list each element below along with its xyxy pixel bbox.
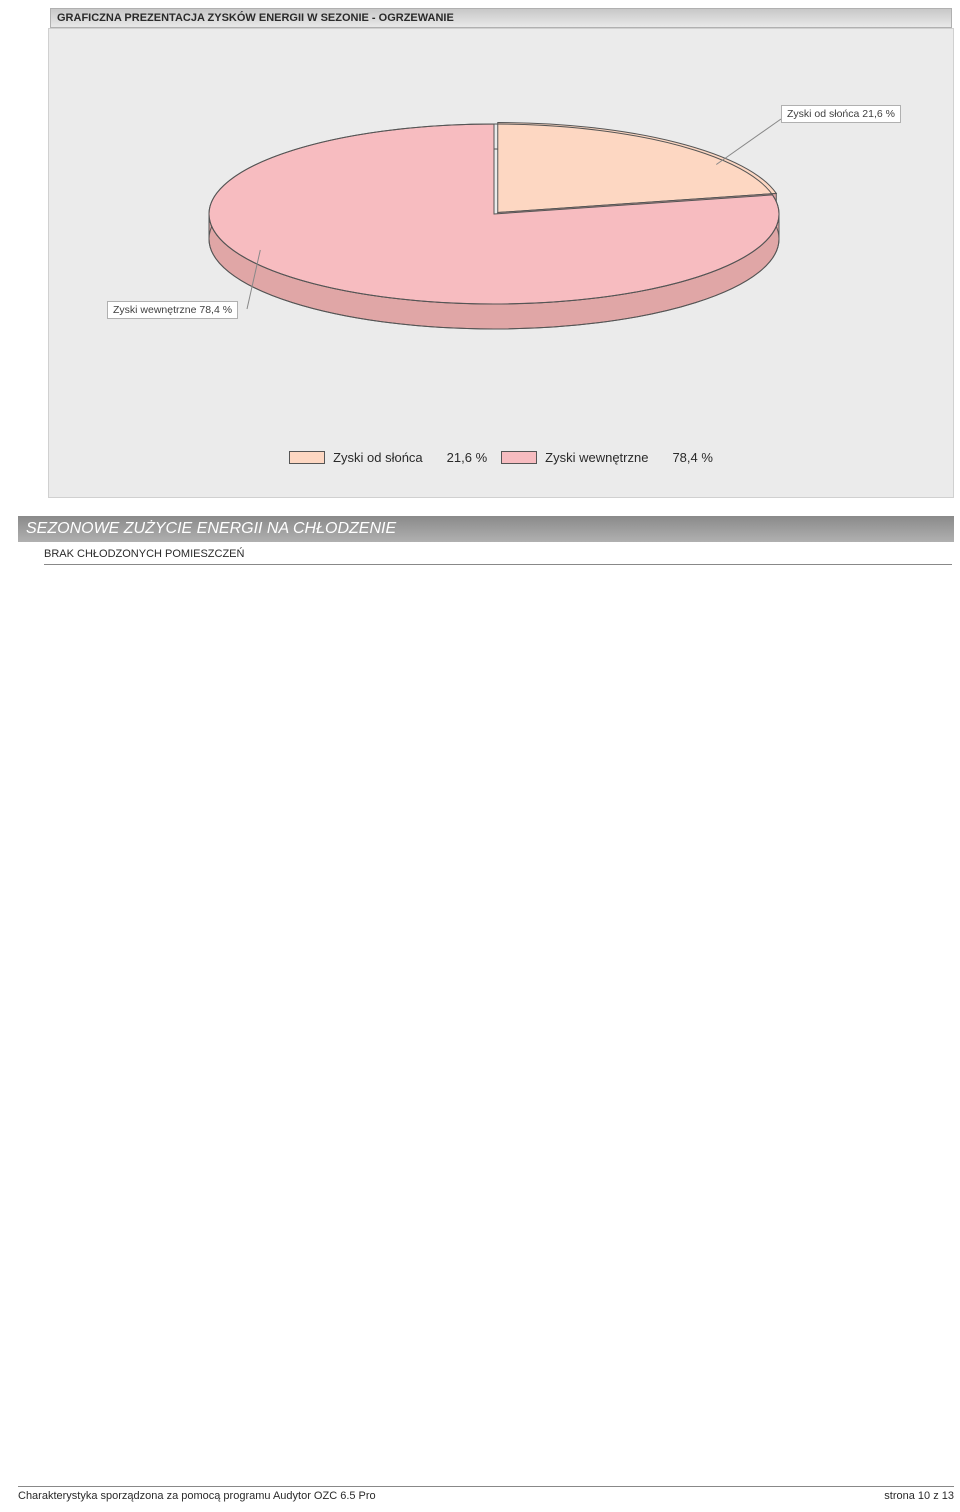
legend-pct-internal: 78,4 %: [672, 450, 712, 465]
section-title-band: SEZONOWE ZUŻYCIE ENERGII NA CHŁODZENIE: [18, 516, 954, 542]
section-subtitle-row: BRAK CHŁODZONYCH POMIESZCZEŃ: [44, 548, 952, 565]
pie-callout-internal-text: Zyski wewnętrzne 78,4 %: [113, 304, 232, 316]
pie-callout-internal: Zyski wewnętrzne 78,4 %: [107, 301, 238, 319]
legend-pct-sun: 21,6 %: [447, 450, 487, 465]
pie-chart-svg: [49, 29, 955, 499]
chart-header-bar: GRAFICZNA PREZENTACJA ZYSKÓW ENERGII W S…: [50, 8, 952, 28]
legend-label-internal: Zyski wewnętrzne: [545, 450, 648, 465]
footer-left: Charakterystyka sporządzona za pomocą pr…: [18, 1490, 376, 1502]
section-title: SEZONOWE ZUŻYCIE ENERGII NA CHŁODZENIE: [26, 520, 396, 538]
pie-callout-sun: Zyski od słońca 21,6 %: [781, 105, 901, 123]
pie-chart-panel: Zyski od słońca 21,6 % Zyski wewnętrzne …: [48, 28, 954, 498]
footer-right: strona 10 z 13: [884, 1490, 954, 1502]
page-footer: Charakterystyka sporządzona za pomocą pr…: [18, 1486, 954, 1502]
legend-label-sun: Zyski od słońca: [333, 450, 423, 465]
legend-swatch-sun: [289, 451, 325, 464]
chart-header-title: GRAFICZNA PREZENTACJA ZYSKÓW ENERGII W S…: [57, 12, 454, 24]
legend-swatch-internal: [501, 451, 537, 464]
pie-callout-sun-text: Zyski od słońca 21,6 %: [787, 108, 895, 120]
section-subtitle: BRAK CHŁODZONYCH POMIESZCZEŃ: [44, 548, 244, 560]
pie-legend: Zyski od słońca 21,6 % Zyski wewnętrzne …: [49, 445, 953, 469]
